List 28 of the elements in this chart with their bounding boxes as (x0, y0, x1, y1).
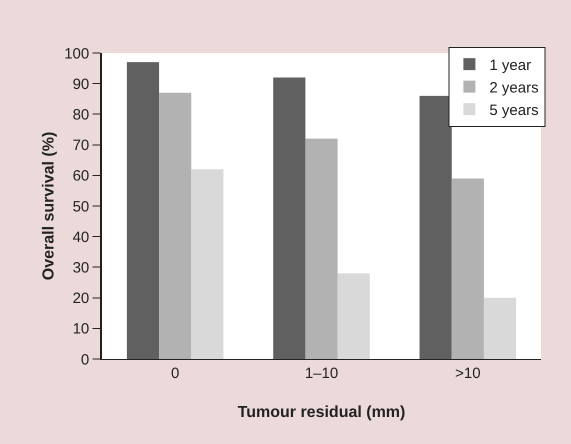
y-axis-title: Overall survival (%) (40, 132, 58, 280)
x-tick-label: 1–10 (304, 365, 338, 382)
bar (126, 62, 160, 359)
y-tick-label: 100 (64, 45, 90, 62)
y-tick-label: 60 (72, 168, 90, 185)
y-tick-label: 90 (72, 76, 90, 93)
bar (484, 298, 516, 359)
y-tick-label: 50 (72, 198, 90, 216)
bar (420, 96, 452, 359)
legend-label: 5 years (489, 102, 539, 119)
y-tick-label: 80 (72, 106, 90, 124)
y-tick-label: 20 (72, 290, 90, 308)
bar (273, 77, 306, 359)
bar (191, 169, 224, 359)
bar (452, 178, 484, 359)
bar (159, 92, 192, 359)
bar (305, 138, 338, 359)
legend-label: 1 year (489, 56, 532, 74)
y-tick-label: 10 (72, 320, 90, 338)
y-tick-label: 40 (72, 228, 90, 246)
y-tick-label: 30 (72, 259, 90, 276)
legend-label: 2 years (489, 79, 539, 96)
y-tick-label: 70 (72, 137, 90, 154)
x-tick-label: >10 (455, 365, 481, 382)
x-axis-title: Tumour residual (mm) (238, 404, 406, 421)
bar (338, 273, 370, 359)
y-tick-label: 0 (80, 351, 90, 368)
x-tick-label: 0 (171, 365, 180, 382)
